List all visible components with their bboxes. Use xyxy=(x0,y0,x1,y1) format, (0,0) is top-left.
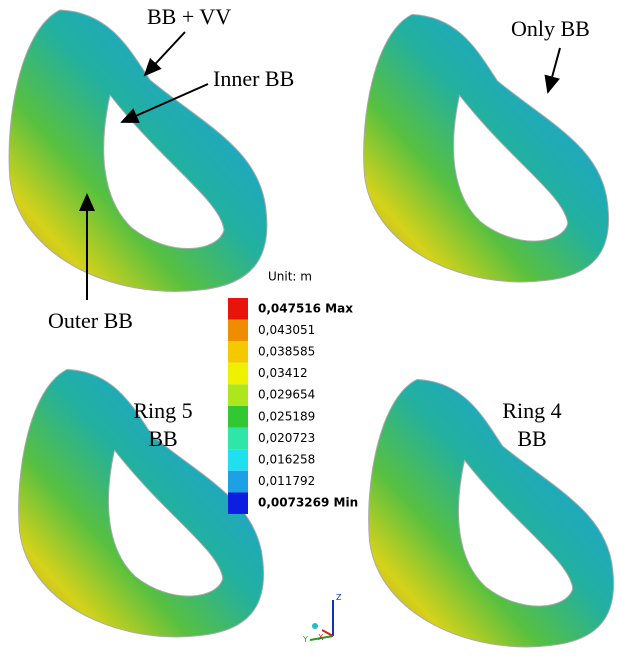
annotation: Ring 5 xyxy=(133,398,192,423)
legend-label: 0,047516 Max xyxy=(258,301,353,315)
legend-swatch xyxy=(228,298,248,320)
legend-swatch xyxy=(228,470,248,493)
legend-swatch xyxy=(228,406,248,428)
legend-label: 0,011792 xyxy=(258,474,315,488)
legend-swatch xyxy=(228,341,248,363)
legend-label: 0,025189 xyxy=(258,409,315,423)
legend-label: 0,03412 xyxy=(258,366,308,380)
axis-triad: Z Y X xyxy=(302,593,342,644)
legend-swatch xyxy=(228,427,248,450)
panel-bb-vv xyxy=(8,9,268,293)
annotation: BB + VV xyxy=(147,4,231,29)
legend-label: 0,043051 xyxy=(258,323,315,337)
legend-swatch xyxy=(228,492,248,514)
legend-swatch xyxy=(228,384,248,406)
axis-label: X xyxy=(318,633,324,642)
annotation: BB xyxy=(517,426,546,451)
panel-ring4 xyxy=(368,379,615,648)
legend-swatch xyxy=(228,449,248,471)
legend-unit: Unit: m xyxy=(268,270,312,284)
annotation: Inner BB xyxy=(213,66,294,91)
legend-label: 0,0073269 Min xyxy=(258,496,358,510)
axis-label: Z xyxy=(336,593,342,602)
legend-label: 0,029654 xyxy=(258,388,315,402)
legend-label: 0,020723 xyxy=(258,431,315,445)
legend-swatch xyxy=(228,362,248,385)
arrow xyxy=(120,83,209,123)
annotation: Only BB xyxy=(511,16,590,41)
panel-only-bb xyxy=(363,14,610,283)
annotation: BB xyxy=(148,426,177,451)
annotation: Ring 4 xyxy=(502,398,561,423)
annotation: Outer BB xyxy=(48,308,133,333)
arrow xyxy=(143,31,186,77)
arrow xyxy=(544,47,561,94)
legend: 0,047516 Max 0,043051 0,038585 0,03412 0,029… xyxy=(228,298,358,514)
legend-label: 0,016258 xyxy=(258,453,315,467)
legend-swatch xyxy=(228,319,248,342)
legend-label: 0,038585 xyxy=(258,345,315,359)
axis-label: Y xyxy=(302,635,308,644)
